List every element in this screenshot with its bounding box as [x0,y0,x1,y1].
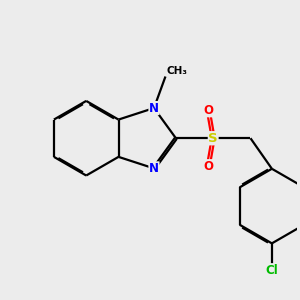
Text: CH₃: CH₃ [167,65,188,76]
Text: O: O [203,104,213,117]
Text: Cl: Cl [266,264,278,277]
Text: N: N [149,162,159,175]
Text: N: N [149,101,159,115]
Text: O: O [203,160,213,173]
Text: S: S [208,132,218,145]
